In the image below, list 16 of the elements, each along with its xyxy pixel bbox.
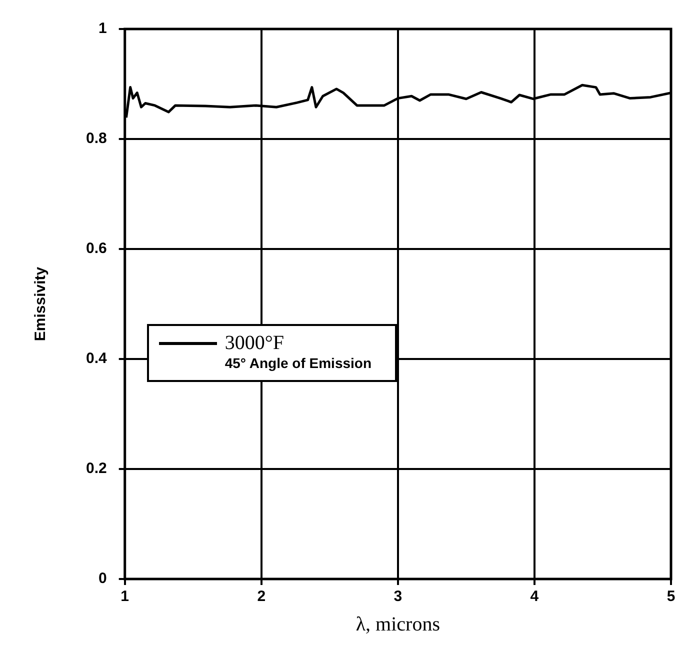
x-tick-label: 3 [394, 588, 402, 606]
x-tick-label: 5 [666, 588, 676, 606]
legend-box: 3000°F 45° Angle of Emission [146, 324, 397, 382]
annotation: 45° Angle of Emission [224, 355, 373, 371]
x-tick-label: 4 [530, 588, 540, 606]
legend-label: 3000°F [224, 332, 284, 355]
y-tick-label: 0.4 [86, 350, 108, 368]
x-axis-title: λ, microns [356, 613, 440, 636]
x-tick-label: 1 [120, 588, 130, 606]
y-tick-label: 1 [98, 20, 107, 38]
y-tick-label: 0.8 [86, 130, 107, 148]
y-tick-label: 0.2 [86, 460, 107, 478]
y-tick-label: 0 [98, 570, 107, 588]
y-tick-label: 0.6 [86, 240, 107, 258]
y-axis-title: Emissivity [32, 266, 50, 342]
x-tick-label: 2 [257, 588, 266, 606]
